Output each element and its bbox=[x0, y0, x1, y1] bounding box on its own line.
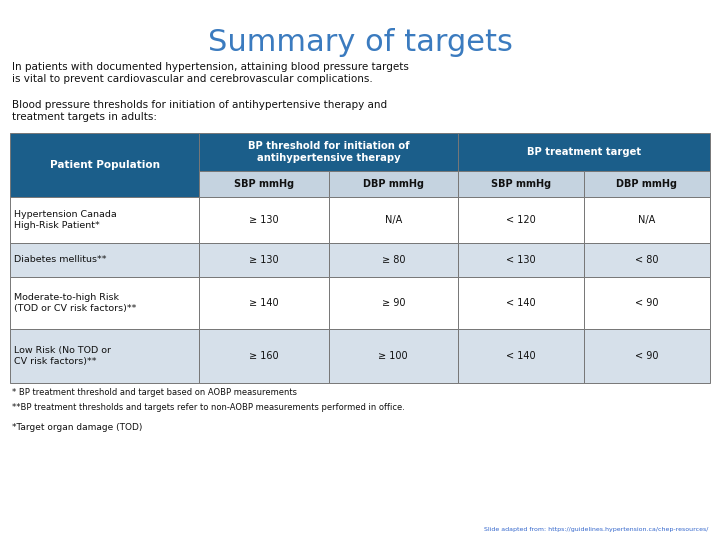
Bar bbox=[584, 197, 710, 243]
Text: *Target organ damage (TOD): *Target organ damage (TOD) bbox=[12, 423, 143, 432]
Text: * BP treatment threshold and target based on AOBP measurements: * BP treatment threshold and target base… bbox=[12, 388, 297, 397]
Text: ≥ 80: ≥ 80 bbox=[382, 255, 405, 265]
Text: ≥ 160: ≥ 160 bbox=[249, 351, 279, 361]
Bar bbox=[458, 133, 710, 171]
Text: **BP treatment thresholds and targets refer to non-AOBP measurements performed i: **BP treatment thresholds and targets re… bbox=[12, 403, 405, 412]
Text: Diabetes mellitus**: Diabetes mellitus** bbox=[14, 255, 107, 265]
Text: Blood pressure thresholds for initiation of antihypertensive therapy and
treatme: Blood pressure thresholds for initiation… bbox=[12, 100, 387, 122]
Bar bbox=[199, 171, 328, 197]
Text: Hypertension Canada
High-Risk Patient*: Hypertension Canada High-Risk Patient* bbox=[14, 210, 117, 230]
Bar bbox=[10, 197, 199, 243]
Text: N/A: N/A bbox=[639, 215, 656, 225]
Text: < 140: < 140 bbox=[506, 351, 536, 361]
Text: Low Risk (No TOD or
CV risk factors)**: Low Risk (No TOD or CV risk factors)** bbox=[14, 346, 111, 366]
Bar bbox=[328, 171, 458, 197]
Bar bbox=[199, 197, 328, 243]
Bar bbox=[328, 277, 458, 329]
Text: N/A: N/A bbox=[384, 215, 402, 225]
Bar bbox=[328, 243, 458, 277]
Bar bbox=[199, 243, 328, 277]
Text: < 90: < 90 bbox=[635, 298, 659, 308]
Text: DBP mmHg: DBP mmHg bbox=[616, 179, 678, 189]
Bar bbox=[10, 277, 199, 329]
Bar bbox=[199, 329, 328, 383]
Bar bbox=[328, 329, 458, 383]
Bar bbox=[328, 197, 458, 243]
Text: ≥ 100: ≥ 100 bbox=[379, 351, 408, 361]
Text: BP threshold for initiation of
antihypertensive therapy: BP threshold for initiation of antihyper… bbox=[248, 141, 409, 163]
Bar bbox=[584, 171, 710, 197]
Text: ≥ 130: ≥ 130 bbox=[249, 215, 279, 225]
Bar bbox=[10, 133, 199, 197]
Text: ≥ 140: ≥ 140 bbox=[249, 298, 279, 308]
Text: Summary of targets: Summary of targets bbox=[207, 28, 513, 57]
Text: Patient Population: Patient Population bbox=[50, 160, 160, 170]
Bar bbox=[458, 329, 584, 383]
Bar bbox=[458, 171, 584, 197]
Bar bbox=[10, 243, 199, 277]
Text: < 120: < 120 bbox=[506, 215, 536, 225]
Text: < 80: < 80 bbox=[635, 255, 659, 265]
Bar bbox=[584, 329, 710, 383]
Bar bbox=[584, 243, 710, 277]
Text: < 90: < 90 bbox=[635, 351, 659, 361]
Bar bbox=[458, 243, 584, 277]
Text: < 140: < 140 bbox=[506, 298, 536, 308]
Text: Moderate-to-high Risk
(TOD or CV risk factors)**: Moderate-to-high Risk (TOD or CV risk fa… bbox=[14, 293, 136, 313]
Text: DBP mmHg: DBP mmHg bbox=[363, 179, 424, 189]
Text: In patients with documented hypertension, attaining blood pressure targets
is vi: In patients with documented hypertension… bbox=[12, 62, 409, 84]
Bar bbox=[458, 197, 584, 243]
Bar bbox=[584, 277, 710, 329]
Text: ≥ 130: ≥ 130 bbox=[249, 255, 279, 265]
Bar bbox=[10, 329, 199, 383]
Text: SBP mmHg: SBP mmHg bbox=[234, 179, 294, 189]
Text: Slide adapted from: https://guidelines.hypertension.ca/chep-resources/: Slide adapted from: https://guidelines.h… bbox=[484, 527, 708, 532]
Text: ≥ 90: ≥ 90 bbox=[382, 298, 405, 308]
Bar bbox=[199, 133, 458, 171]
Text: < 130: < 130 bbox=[506, 255, 536, 265]
Text: BP treatment target: BP treatment target bbox=[527, 147, 641, 157]
Text: SBP mmHg: SBP mmHg bbox=[491, 179, 551, 189]
Bar bbox=[458, 277, 584, 329]
Bar bbox=[199, 277, 328, 329]
